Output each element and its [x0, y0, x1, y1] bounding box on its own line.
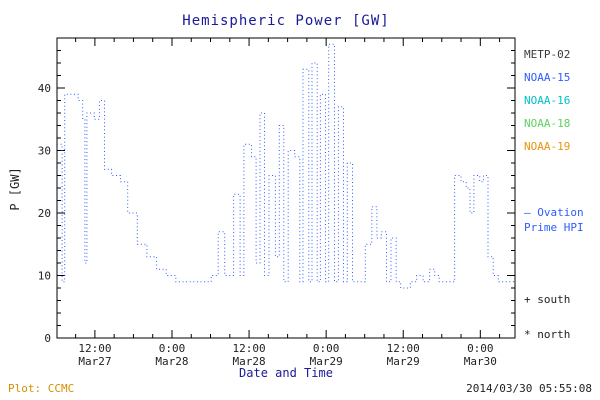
svg-text:12:00: 12:00: [233, 342, 266, 355]
legend-item-noaa-15: NOAA-15: [524, 71, 571, 84]
svg-text:Mar27: Mar27: [78, 355, 111, 368]
svg-text:12:00: 12:00: [78, 342, 111, 355]
legend-ovation: – Ovation Prime HPI: [524, 205, 584, 235]
svg-text:12:00: 12:00: [387, 342, 420, 355]
svg-text:0: 0: [44, 332, 51, 345]
legend-marker-north: * north: [524, 328, 571, 341]
svg-text:0:00: 0:00: [467, 342, 494, 355]
legend-item-metp-02: METP-02: [524, 48, 571, 61]
legend-item-noaa-16: NOAA-16: [524, 94, 571, 107]
legend-ovation-line2: Prime HPI: [524, 221, 584, 234]
svg-text:0:00: 0:00: [159, 342, 186, 355]
svg-text:10: 10: [38, 270, 51, 283]
y-axis-label: P [GW]: [8, 167, 22, 211]
plot-credit: Plot: CCMC: [8, 382, 75, 395]
legend: METP-02 NOAA-15 NOAA-16 NOAA-18 NOAA-19 …: [524, 0, 600, 400]
legend-item-noaa-18: NOAA-18: [524, 117, 571, 130]
svg-text:Mar30: Mar30: [464, 355, 497, 368]
svg-text:Mar29: Mar29: [310, 355, 343, 368]
timestamp: 2014/03/30 05:55:08: [466, 382, 592, 395]
svg-text:Mar29: Mar29: [387, 355, 420, 368]
svg-text:30: 30: [38, 145, 51, 158]
svg-text:Mar28: Mar28: [233, 355, 266, 368]
svg-text:Mar28: Mar28: [155, 355, 188, 368]
legend-marker-south: + south: [524, 293, 571, 306]
legend-item-noaa-19: NOAA-19: [524, 140, 571, 153]
svg-text:0:00: 0:00: [313, 342, 340, 355]
x-axis-label: Date and Time: [239, 366, 333, 380]
chart-title: Hemispheric Power [GW]: [182, 13, 390, 29]
svg-text:20: 20: [38, 207, 51, 220]
legend-ovation-line1: – Ovation: [524, 206, 584, 219]
svg-text:40: 40: [38, 82, 51, 95]
